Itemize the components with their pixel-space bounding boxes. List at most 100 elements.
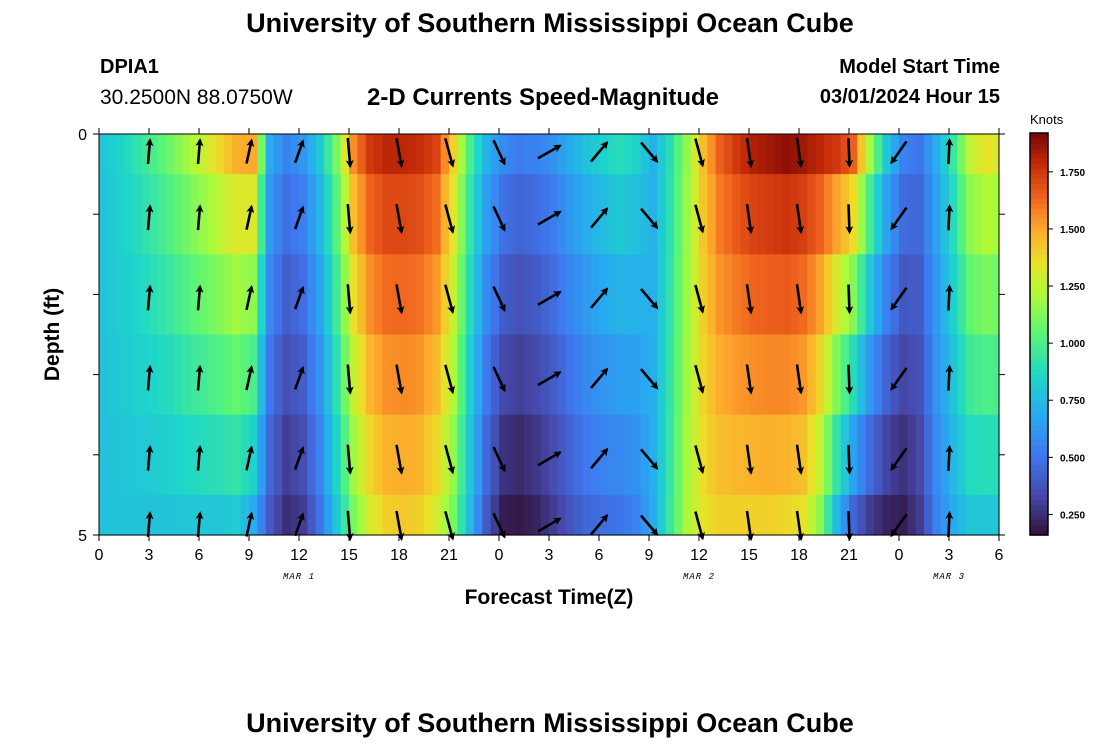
heatmap-cell	[240, 414, 250, 496]
heatmap-cell	[524, 174, 533, 255]
colorbar-segment	[1030, 313, 1048, 320]
colorbar-units: Knots	[1030, 112, 1064, 127]
colorbar-segment	[1030, 424, 1048, 431]
heatmap-cell	[515, 414, 525, 496]
x-tick-label: 6	[995, 547, 1004, 564]
heatmap-cell	[690, 414, 700, 496]
heatmap-cell	[574, 174, 583, 255]
heatmap-cell	[899, 414, 908, 496]
colorbar-segment	[1030, 268, 1048, 275]
colorbar-segment	[1030, 223, 1048, 230]
heatmap-cell	[540, 414, 550, 496]
heatmap-cell	[174, 414, 183, 496]
heatmap-cell	[124, 494, 133, 536]
colorbar-segment	[1030, 469, 1048, 476]
heatmap-cell	[865, 494, 875, 536]
current-arrow	[640, 514, 659, 537]
heatmap-cell	[774, 174, 783, 255]
heatmap-cell	[882, 174, 892, 255]
heatmap-cell	[124, 414, 133, 496]
heatmap-cell	[740, 494, 750, 536]
x-tick-label: 18	[390, 547, 408, 564]
colorbar-segment	[1030, 339, 1048, 345]
heatmap-cell	[707, 254, 717, 336]
heatmap-cell	[382, 134, 392, 175]
heatmap-cell	[332, 174, 342, 255]
heatmap-cell	[782, 254, 792, 336]
heatmap-cell	[474, 174, 483, 255]
heatmap-cell	[249, 334, 258, 416]
x-tick-label: 21	[840, 547, 858, 564]
heatmap-cell	[340, 494, 350, 536]
heatmap-cell	[274, 414, 283, 496]
colorbar-segment	[1030, 273, 1048, 280]
heatmap-cell	[340, 254, 350, 336]
heatmap-cell	[807, 334, 817, 416]
heatmap-cell	[365, 334, 375, 416]
heatmap-cell	[399, 494, 408, 536]
current-arrow	[195, 444, 204, 471]
heatmap-cell	[874, 334, 883, 416]
heatmap-cell	[257, 414, 267, 496]
colorbar-segment	[1030, 253, 1048, 260]
heatmap-cell	[290, 494, 300, 536]
colorbar-segment	[1030, 474, 1048, 481]
heatmap-cell	[132, 254, 142, 336]
heatmap-cell	[207, 334, 217, 416]
heatmap-cell	[457, 134, 467, 175]
heatmap-cell	[974, 134, 983, 175]
heatmap-cell	[257, 174, 267, 255]
heatmap-cell	[824, 414, 833, 496]
colorbar-segment	[1030, 419, 1048, 426]
heatmap-cell	[265, 494, 275, 536]
current-arrow	[694, 364, 705, 394]
heatmap-cell	[824, 254, 833, 336]
heatmap-cell	[874, 254, 883, 336]
colorbar-segment	[1030, 529, 1048, 536]
current-arrow	[890, 206, 908, 231]
heatmap-cell	[607, 414, 617, 496]
colorbar-segment	[1030, 484, 1048, 491]
heatmap-cell	[965, 254, 975, 336]
heatmap-cell	[549, 134, 558, 175]
heatmap-cell	[924, 254, 933, 336]
heatmap-cell	[324, 254, 333, 336]
heatmap-cell	[282, 414, 292, 496]
heatmap-cell	[707, 174, 717, 255]
heatmap-cell	[774, 494, 783, 536]
heatmap-cell	[865, 174, 875, 255]
heatmap-cell	[965, 414, 975, 496]
heatmap-cell	[257, 254, 267, 336]
y-tick-label: 5	[78, 528, 87, 545]
heatmap-cell	[982, 254, 992, 336]
heatmap-cell	[265, 134, 275, 175]
heatmap-cell	[932, 174, 942, 255]
x-tick-label: 3	[545, 547, 554, 564]
heatmap-cell	[474, 494, 483, 536]
current-arrow	[590, 513, 609, 536]
heatmap-cell	[782, 414, 792, 496]
heatmap-cell	[990, 174, 1000, 255]
current-arrow	[145, 204, 154, 231]
current-arrow	[145, 284, 154, 311]
heatmap-cell	[965, 174, 975, 255]
heatmap-cell	[165, 494, 175, 536]
colorbar-segment	[1030, 228, 1048, 235]
heatmap-cell	[424, 494, 433, 536]
heatmap-cell	[207, 414, 217, 496]
heatmap-cell	[524, 134, 533, 175]
heatmap-cell	[724, 254, 733, 336]
heatmap-cell	[107, 254, 117, 336]
colorbar-segment	[1030, 288, 1048, 295]
heatmap-cell	[640, 134, 650, 175]
heatmap-cell	[515, 174, 525, 255]
heatmap-cell	[840, 414, 850, 496]
heatmap-cell	[449, 254, 458, 336]
heatmap-cell	[199, 414, 208, 496]
x-tick-label: 18	[790, 547, 808, 564]
heatmap-cell	[290, 254, 300, 336]
heatmap-cell	[849, 134, 858, 175]
heatmap-cell	[540, 334, 550, 416]
heatmap-cell	[815, 254, 825, 336]
date-label: MAR 2	[683, 572, 715, 582]
